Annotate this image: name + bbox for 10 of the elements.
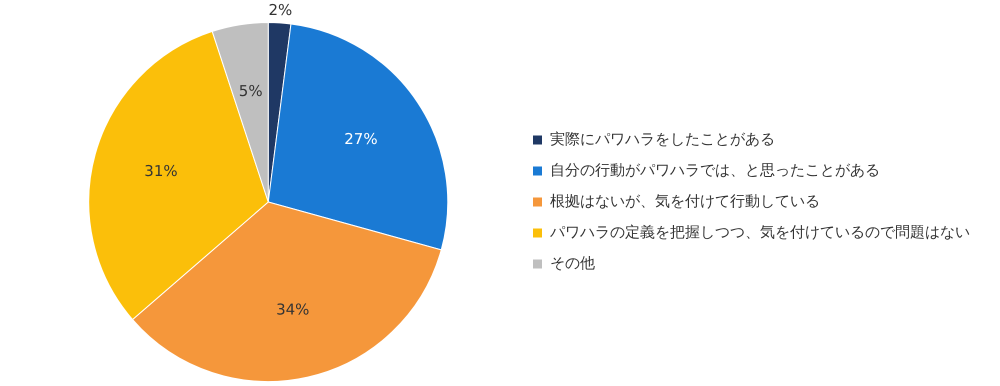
legend-label: その他: [550, 254, 595, 272]
data-label: 34%: [276, 300, 310, 318]
legend-label: パワハラの定義を把握しつつ、気を付けているので問題はない: [549, 222, 970, 241]
legend-label: 自分の行動がパワハラでは、と思ったことがある: [550, 160, 880, 179]
data-label: 2%: [268, 0, 292, 19]
data-label: 5%: [238, 82, 263, 100]
legend-label: 根拠はないが、気を付けて行動している: [550, 192, 820, 210]
legend-label: 実際にパワハラをしたことがある: [550, 130, 775, 148]
data-label: 31%: [144, 162, 178, 180]
data-label: 27%: [344, 130, 378, 148]
